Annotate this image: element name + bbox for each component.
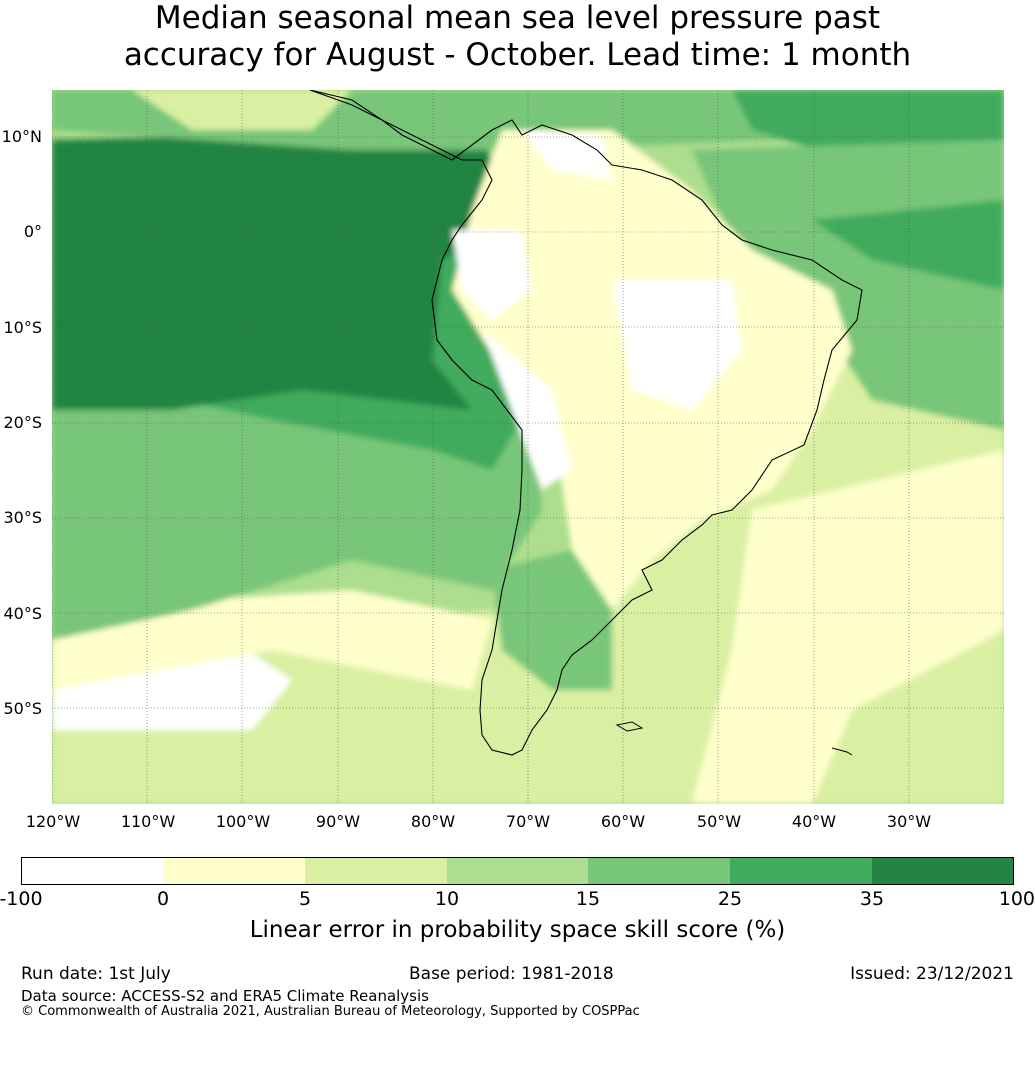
colorbar-bin-0-5 [163, 857, 305, 885]
colorbar-bin-15-25 [588, 857, 730, 885]
colorbar-bin-25-35 [730, 857, 872, 885]
colorbar-bin-5-10 [305, 857, 447, 885]
colorbar-tick-neg100: -100 [0, 888, 43, 910]
issued-date: Issued: 23/12/2021 [850, 964, 1014, 984]
lat-label-10s: 10°S [3, 318, 42, 337]
lon-label-60w: 60°W [600, 812, 646, 831]
colorbar-bin-neg100-0 [21, 857, 163, 885]
skill-region-35-100-pacific [52, 130, 512, 410]
skill-region-neg-continent-north [522, 130, 612, 180]
south-america-coastline [309, 90, 863, 756]
skill-region-15-25-patagonia [492, 550, 612, 690]
colorbar-tick-100: 100 [998, 888, 1035, 910]
lon-label-90w: 90°W [315, 812, 361, 831]
colorbar-tick-15: 15 [575, 888, 601, 910]
skill-region-25-35-atlantic [812, 200, 1004, 290]
data-source: Data source: ACCESS-S2 and ERA5 Climate … [21, 987, 429, 1005]
skill-region-0-5-southeast [692, 450, 1004, 804]
colorbar-bin-35-100 [872, 857, 1014, 885]
lat-label-50s: 50°S [3, 699, 42, 718]
lon-label-80w: 80°W [410, 812, 456, 831]
graticule [52, 90, 1004, 804]
copyright: © Commonwealth of Australia 2021, Austra… [21, 1004, 640, 1019]
lat-label-0: 0° [23, 222, 42, 241]
title-line-1: Median seasonal mean sea level pressure … [154, 0, 881, 36]
skill-score-map [52, 90, 1004, 804]
colorbar-tick-0: 0 [156, 888, 170, 910]
lat-label-10n: 10°N [1, 127, 42, 146]
base-period: Base period: 1981-2018 [409, 964, 614, 984]
colorbar-tick-10: 10 [434, 888, 460, 910]
title-line-2: accuracy for August - October. Lead time… [123, 37, 912, 73]
lon-label-70w: 70°W [505, 812, 551, 831]
lon-label-110w: 110°W [120, 812, 176, 831]
lon-label-50w: 50°W [696, 812, 742, 831]
lat-label-30s: 30°S [3, 508, 42, 527]
skill-region-neg-andes [482, 330, 572, 490]
colorbar-bin-10-15 [447, 857, 588, 885]
colorbar-tick-35: 35 [859, 888, 885, 910]
colorbar-label: Linear error in probability space skill … [249, 917, 786, 943]
colorbar-tick-25: 25 [717, 888, 743, 910]
skill-region-neg-brazil [612, 280, 742, 410]
lon-label-30w: 30°W [886, 812, 932, 831]
falkland-islands [615, 721, 644, 732]
lon-label-100w: 100°W [215, 812, 271, 831]
south-georgia [831, 747, 853, 756]
skill-region-neg-continent-west [452, 230, 532, 320]
lat-label-40s: 40°S [3, 604, 42, 623]
lon-label-120w: 120°W [25, 812, 81, 831]
lat-label-20s: 20°S [3, 413, 42, 432]
colorbar [21, 857, 1014, 885]
colorbar-tick-5: 5 [298, 888, 312, 910]
skill-region-5-10-north [132, 90, 352, 130]
run-date: Run date: 1st July [21, 964, 171, 984]
chart-title: Median seasonal mean sea level pressure … [0, 0, 1035, 74]
lon-label-40w: 40°W [791, 812, 837, 831]
